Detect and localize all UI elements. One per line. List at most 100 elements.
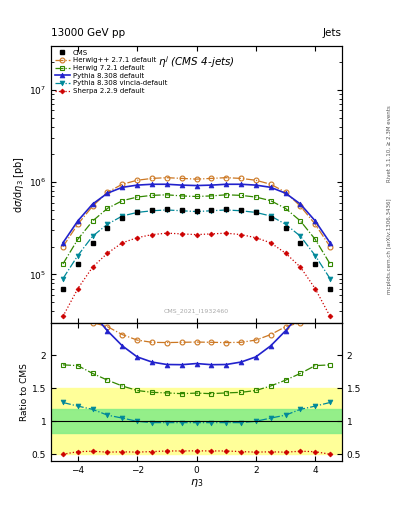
Legend: CMS, Herwig++ 2.7.1 default, Herwig 7.2.1 default, Pythia 8.308 default, Pythia : CMS, Herwig++ 2.7.1 default, Herwig 7.2.… — [53, 48, 168, 96]
Herwig++ 2.7.1 default — [209, 175, 214, 181]
Sherpa 2.2.9 default — [283, 250, 288, 256]
Pythia 8.308 vincia-default — [120, 213, 125, 219]
Herwig 7.2.1 default — [313, 236, 318, 242]
CMS — [150, 207, 154, 213]
Herwig++ 2.7.1 default — [224, 175, 229, 181]
Herwig++ 2.7.1 default — [328, 244, 332, 250]
Pythia 8.308 default — [209, 182, 214, 188]
Herwig++ 2.7.1 default — [75, 221, 80, 227]
Pythia 8.308 default — [253, 182, 258, 188]
Sherpa 2.2.9 default — [313, 286, 318, 292]
Sherpa 2.2.9 default — [253, 234, 258, 241]
Bar — [51, 389, 342, 454]
Sherpa 2.2.9 default — [328, 313, 332, 319]
Pythia 8.308 vincia-default — [105, 221, 110, 227]
Pythia 8.308 vincia-default — [61, 275, 65, 282]
CMS — [209, 207, 214, 213]
Pythia 8.308 default — [150, 181, 154, 187]
Pythia 8.308 vincia-default — [135, 209, 140, 216]
Sherpa 2.2.9 default — [209, 231, 214, 237]
Herwig++ 2.7.1 default — [268, 181, 273, 187]
Herwig 7.2.1 default — [150, 193, 154, 199]
Line: CMS: CMS — [61, 207, 332, 291]
Herwig++ 2.7.1 default — [150, 175, 154, 181]
Pythia 8.308 vincia-default — [253, 209, 258, 216]
Sherpa 2.2.9 default — [90, 264, 95, 270]
Sherpa 2.2.9 default — [135, 234, 140, 241]
Sherpa 2.2.9 default — [150, 231, 154, 238]
Pythia 8.308 vincia-default — [194, 208, 199, 215]
Herwig 7.2.1 default — [135, 194, 140, 200]
Sherpa 2.2.9 default — [298, 264, 303, 270]
Pythia 8.308 default — [164, 181, 169, 187]
Pythia 8.308 vincia-default — [75, 252, 80, 259]
CMS — [298, 240, 303, 246]
CMS — [120, 215, 125, 221]
Pythia 8.308 default — [298, 201, 303, 207]
Sherpa 2.2.9 default — [268, 240, 273, 246]
Herwig++ 2.7.1 default — [90, 203, 95, 209]
Pythia 8.308 default — [239, 181, 243, 187]
Herwig 7.2.1 default — [194, 194, 199, 200]
Sherpa 2.2.9 default — [194, 231, 199, 238]
CMS — [194, 208, 199, 214]
Herwig 7.2.1 default — [179, 193, 184, 199]
Y-axis label: Ratio to CMS: Ratio to CMS — [20, 362, 29, 421]
Text: CMS_2021_I1932460: CMS_2021_I1932460 — [164, 309, 229, 314]
Pythia 8.308 vincia-default — [239, 208, 243, 214]
Pythia 8.308 vincia-default — [268, 213, 273, 219]
Herwig++ 2.7.1 default — [194, 176, 199, 182]
Text: $\eta^j$ (CMS 4-jets): $\eta^j$ (CMS 4-jets) — [158, 54, 235, 70]
Pythia 8.308 vincia-default — [209, 208, 214, 214]
Sherpa 2.2.9 default — [164, 230, 169, 236]
Line: Herwig++ 2.7.1 default: Herwig++ 2.7.1 default — [61, 175, 332, 249]
Pythia 8.308 default — [224, 181, 229, 187]
Pythia 8.308 default — [135, 182, 140, 188]
Line: Pythia 8.308 default: Pythia 8.308 default — [61, 182, 332, 245]
Pythia 8.308 vincia-default — [313, 252, 318, 259]
Herwig++ 2.7.1 default — [298, 203, 303, 209]
Herwig 7.2.1 default — [298, 218, 303, 224]
Pythia 8.308 default — [194, 182, 199, 188]
Herwig 7.2.1 default — [120, 198, 125, 204]
Pythia 8.308 vincia-default — [90, 233, 95, 239]
CMS — [283, 225, 288, 231]
Herwig++ 2.7.1 default — [239, 175, 243, 181]
Sherpa 2.2.9 default — [239, 231, 243, 238]
Pythia 8.308 default — [90, 201, 95, 207]
Pythia 8.308 default — [179, 182, 184, 188]
Pythia 8.308 vincia-default — [179, 208, 184, 214]
Pythia 8.308 vincia-default — [328, 275, 332, 282]
CMS — [90, 240, 95, 246]
Y-axis label: d$\sigma$/d$\eta_3$ [pb]: d$\sigma$/d$\eta_3$ [pb] — [12, 156, 26, 213]
Herwig 7.2.1 default — [283, 205, 288, 211]
Herwig 7.2.1 default — [90, 218, 95, 224]
Sherpa 2.2.9 default — [120, 240, 125, 246]
Pythia 8.308 vincia-default — [164, 207, 169, 213]
CMS — [75, 261, 80, 267]
Pythia 8.308 default — [328, 240, 332, 246]
X-axis label: $\eta_3$: $\eta_3$ — [190, 477, 203, 489]
Text: mcplots.cern.ch [arXiv:1306.3436]: mcplots.cern.ch [arXiv:1306.3436] — [387, 198, 392, 293]
Pythia 8.308 default — [313, 218, 318, 224]
CMS — [268, 215, 273, 221]
Herwig 7.2.1 default — [209, 193, 214, 199]
CMS — [313, 261, 318, 267]
Herwig 7.2.1 default — [239, 193, 243, 199]
CMS — [179, 207, 184, 213]
CMS — [328, 286, 332, 292]
Pythia 8.308 vincia-default — [150, 208, 154, 214]
Herwig 7.2.1 default — [224, 191, 229, 198]
Sherpa 2.2.9 default — [61, 313, 65, 319]
Herwig 7.2.1 default — [105, 205, 110, 211]
Pythia 8.308 default — [120, 184, 125, 190]
Herwig++ 2.7.1 default — [164, 175, 169, 181]
Sherpa 2.2.9 default — [224, 230, 229, 236]
Herwig++ 2.7.1 default — [253, 177, 258, 183]
Line: Sherpa 2.2.9 default: Sherpa 2.2.9 default — [61, 231, 332, 318]
Pythia 8.308 default — [75, 218, 80, 224]
CMS — [224, 206, 229, 212]
Pythia 8.308 default — [61, 240, 65, 246]
Herwig 7.2.1 default — [253, 194, 258, 200]
Text: Rivet 3.1.10, ≥ 2.3M events: Rivet 3.1.10, ≥ 2.3M events — [387, 105, 392, 182]
